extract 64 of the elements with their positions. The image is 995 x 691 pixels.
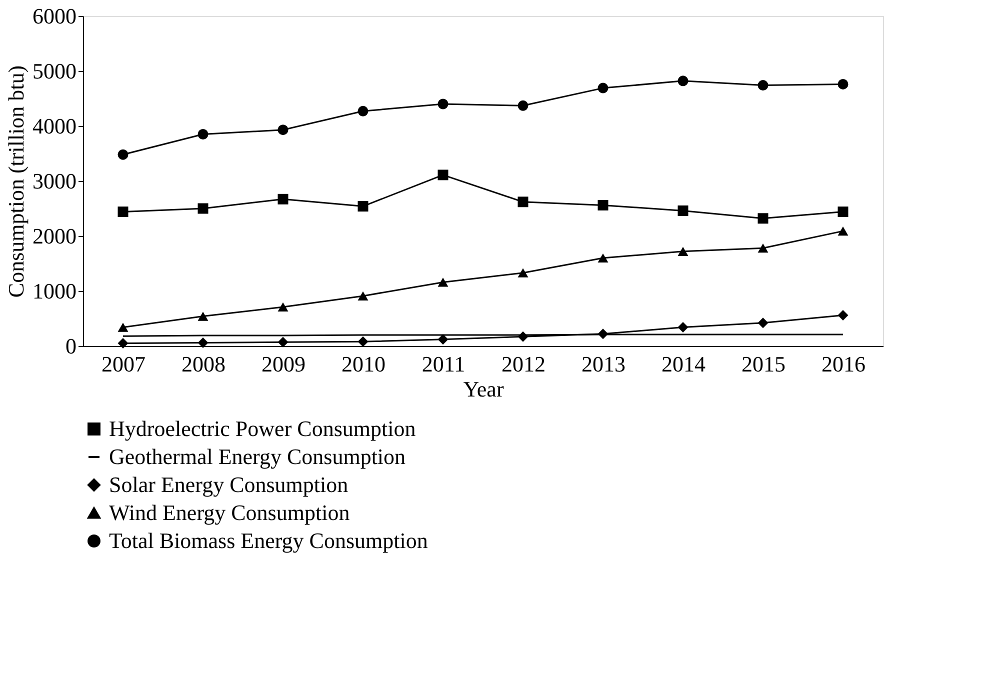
x-tick-label: 2014 xyxy=(662,352,706,376)
point xyxy=(278,124,288,136)
legend-label: Total Biomass Energy Consumption xyxy=(109,528,428,553)
point xyxy=(838,226,848,236)
point xyxy=(758,244,768,253)
point xyxy=(758,80,768,91)
x-tick-label: 2009 xyxy=(262,352,306,376)
point xyxy=(198,312,208,321)
y-tick-label: 1000 xyxy=(32,278,76,304)
point xyxy=(198,203,208,214)
point xyxy=(358,336,368,347)
point xyxy=(758,213,768,224)
x-tick-label: 2007 xyxy=(102,352,146,376)
x-tick-label: 2011 xyxy=(422,352,466,376)
point xyxy=(598,253,608,263)
point xyxy=(118,149,128,160)
point xyxy=(358,106,368,116)
x-tick-label: 2015 xyxy=(742,352,786,376)
legend-label: Solar Energy Consumption xyxy=(109,472,348,497)
point xyxy=(198,337,208,348)
point xyxy=(438,278,448,287)
legend-label: Wind Energy Consumption xyxy=(109,500,350,525)
point xyxy=(518,100,528,111)
point xyxy=(518,196,528,208)
point xyxy=(278,302,288,312)
point xyxy=(598,328,608,340)
point xyxy=(438,334,448,345)
x-tick-label: 2016 xyxy=(822,352,866,376)
x-tick-label: 2013 xyxy=(582,352,626,376)
legend-label: Hydroelectric Power Consumption xyxy=(109,416,416,441)
point xyxy=(118,206,128,218)
point xyxy=(678,322,688,333)
point xyxy=(358,291,368,300)
y-tick-label: 3000 xyxy=(32,168,76,194)
point xyxy=(118,322,128,332)
x-tick-label: 2012 xyxy=(502,352,546,376)
point xyxy=(358,201,368,212)
point xyxy=(678,205,688,216)
y-tick-label: 0 xyxy=(66,334,76,358)
point xyxy=(838,78,848,90)
point xyxy=(438,170,448,180)
point xyxy=(198,129,208,140)
y-tick-label: 2000 xyxy=(32,224,76,248)
point xyxy=(678,76,688,86)
point xyxy=(278,336,288,348)
y-axis-title: Consumption (trillion btu) xyxy=(4,65,28,298)
point xyxy=(838,310,848,320)
point xyxy=(598,200,608,210)
point xyxy=(758,318,768,328)
point xyxy=(678,246,688,256)
x-axis-title: Year xyxy=(463,376,504,402)
point xyxy=(838,206,848,218)
y-tick-label: 5000 xyxy=(32,58,76,84)
legend-label: Geothermal Energy Consumption xyxy=(109,444,406,469)
y-tick-label: 6000 xyxy=(32,4,76,28)
point xyxy=(118,338,128,348)
point xyxy=(278,194,288,204)
x-tick-label: 2010 xyxy=(342,352,386,376)
x-tick-label: 2008 xyxy=(182,352,226,376)
y-tick-label: 4000 xyxy=(32,114,76,138)
point xyxy=(598,82,608,94)
point xyxy=(518,268,528,278)
point xyxy=(518,331,528,342)
point xyxy=(438,98,448,110)
